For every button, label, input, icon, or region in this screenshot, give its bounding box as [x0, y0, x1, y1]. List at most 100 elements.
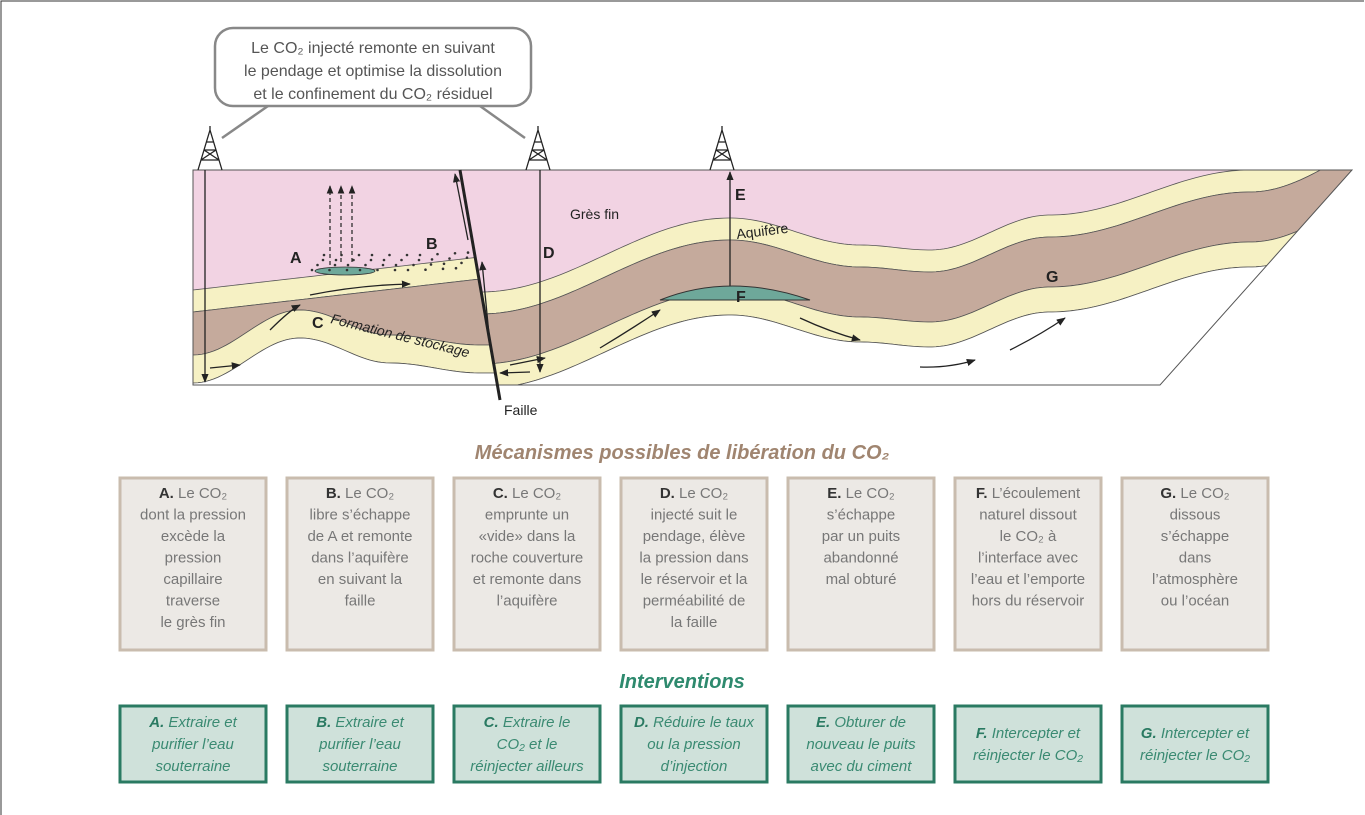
box-line: Intercepter et: [1161, 725, 1250, 742]
dot: [436, 252, 439, 256]
box-text: réinjecter le CO₂: [973, 747, 1083, 764]
box-letter: B.: [326, 485, 341, 502]
left-block: [193, 170, 496, 385]
box-line: purifier l’eau: [151, 736, 234, 753]
box-line: faille: [345, 593, 376, 610]
box-line: Le CO₂: [178, 485, 227, 502]
dot: [340, 253, 343, 257]
box-line: traverse: [166, 593, 220, 610]
box-text: dissous: [1170, 507, 1221, 524]
box-line: pression: [165, 550, 222, 567]
box-line: hors du réservoir: [972, 593, 1085, 610]
box-line: d’injection: [661, 758, 728, 775]
box-line: mal obturé: [826, 571, 897, 588]
box-line: nouveau le puits: [806, 736, 916, 753]
box-text: l’aquifère: [497, 593, 558, 610]
box-letter: G.: [1160, 485, 1176, 502]
box-text: G. Le CO₂: [1160, 485, 1229, 502]
section-label: Aquifère: [735, 220, 789, 242]
dot: [346, 263, 350, 267]
box-text: faille: [345, 593, 376, 610]
box-line: ou la pression: [647, 736, 740, 753]
leak-arrows: [326, 185, 356, 265]
box-text: avec du ciment: [811, 758, 913, 775]
dot: [442, 262, 446, 266]
box-line: Extraire et: [168, 714, 237, 731]
box-text: F. L’écoulement: [976, 485, 1081, 502]
section-label: D: [543, 245, 555, 262]
box-text: l’eau et l’emporte: [971, 571, 1085, 588]
box-text: réinjecter ailleurs: [470, 758, 584, 775]
box-line: le réservoir et la: [641, 571, 748, 588]
box: [786, 704, 936, 784]
dot: [441, 267, 445, 271]
dot: [424, 268, 427, 272]
box-text: D. Réduire le taux: [634, 714, 755, 731]
section-label: B: [426, 236, 438, 253]
box: [118, 704, 268, 784]
box: [452, 704, 602, 784]
box-line: Le CO₂: [846, 485, 895, 502]
dot: [376, 268, 379, 272]
box-line: souterraine: [322, 758, 397, 775]
dot: [406, 268, 410, 272]
box-line: «vide» dans la: [479, 528, 576, 545]
box-text: le réservoir et la: [641, 571, 748, 588]
box-line: Le CO₂: [679, 485, 728, 502]
box: [1120, 704, 1270, 784]
box-line: libre s’échappe: [310, 507, 411, 524]
box-line: s’échappe: [1161, 528, 1229, 545]
section-title: Mécanismes possibles de libération du CO…: [475, 442, 890, 464]
box-text: dans: [1179, 550, 1212, 567]
box-text: s’échappe: [827, 507, 895, 524]
callout-box: [213, 26, 533, 108]
box-line: réinjecter ailleurs: [470, 758, 584, 775]
box-line: le grès fin: [160, 614, 225, 631]
box-letter: C.: [493, 485, 508, 502]
dot: [357, 253, 361, 257]
box-text: l’atmosphère: [1152, 571, 1238, 588]
box-text: réinjecter le CO₂: [1140, 747, 1250, 764]
box-line: Le CO₂: [345, 485, 394, 502]
dot: [417, 258, 421, 262]
box: [1120, 476, 1270, 652]
box-text: l’interface avec: [978, 550, 1079, 567]
dot: [394, 263, 398, 267]
box-line: dissous: [1170, 507, 1221, 524]
box-text: emprunte un: [485, 507, 569, 524]
box-text: excède la: [161, 528, 226, 545]
box-text: roche couverture: [471, 550, 584, 567]
derrick: [197, 126, 223, 171]
dot: [345, 268, 349, 272]
box-text: «vide» dans la: [479, 528, 576, 545]
box-text: B. Le CO₂: [326, 485, 395, 502]
callout-pointer: [221, 104, 526, 140]
dot: [334, 258, 338, 262]
box-line: la faille: [671, 614, 718, 631]
dot: [388, 253, 391, 257]
dot: [465, 256, 469, 259]
layer: [460, 222, 1352, 385]
box-text: purifier l’eau: [318, 736, 401, 753]
dot: [453, 251, 457, 255]
box-line: L’écoulement: [992, 485, 1081, 502]
box-line: roche couverture: [471, 550, 584, 567]
box-text: B. Extraire et: [316, 714, 404, 731]
flow-arrows: [209, 173, 1066, 377]
dot: [370, 253, 374, 257]
box-text: naturel dissout: [979, 507, 1077, 524]
box-line: le CO₂ à: [1000, 528, 1057, 545]
dot: [321, 258, 325, 262]
dot: [405, 253, 409, 257]
dot: [382, 258, 386, 262]
box-line: emprunte un: [485, 507, 569, 524]
box-line: avec du ciment: [811, 758, 913, 775]
box-line: Le CO₂: [512, 485, 561, 502]
box-line: et remonte dans: [473, 571, 581, 588]
box-text: C. Le CO₂: [493, 485, 562, 502]
box: [953, 476, 1103, 652]
box-line: pendage, élève: [643, 528, 746, 545]
box-line: Obturer de: [834, 714, 906, 731]
box-text: traverse: [166, 593, 220, 610]
